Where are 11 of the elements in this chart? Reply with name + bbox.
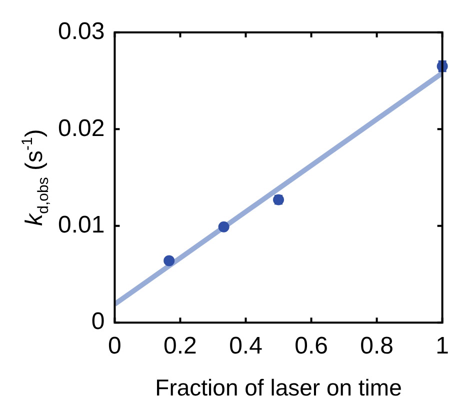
x-tick-label: 0.6 [294,332,328,360]
y-axis-title: kd,obs (s-1) [19,129,52,226]
y-tick-label: 0.03 [58,18,105,46]
y-tick-label: 0.02 [58,114,105,142]
y-tick-label: 0.01 [58,211,105,238]
x-tick-label: 0.8 [360,332,394,360]
y-tick-label: 0 [91,308,105,336]
x-tick-label: 1 [436,332,450,360]
x-tick-label: 0.2 [164,332,197,360]
x-tick-label: 0.4 [229,332,262,360]
x-axis-title: Fraction of laser on time [155,374,402,401]
